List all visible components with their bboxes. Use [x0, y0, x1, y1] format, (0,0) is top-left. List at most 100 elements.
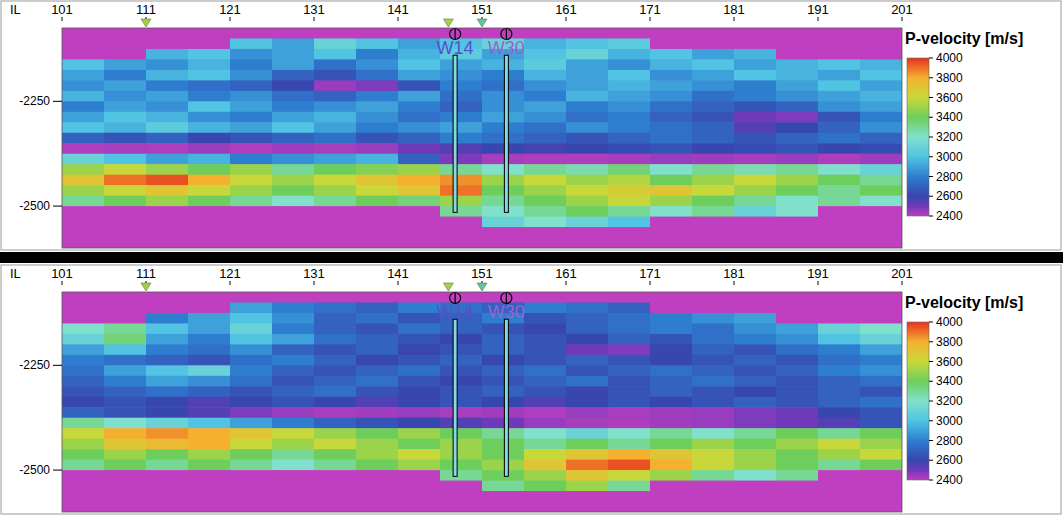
- cell: [608, 28, 651, 39]
- cell: [608, 418, 651, 429]
- cell: [188, 80, 231, 91]
- cell: [860, 59, 902, 70]
- cell: [482, 418, 525, 429]
- cell: [230, 122, 273, 133]
- cell: [272, 143, 315, 154]
- cell: [62, 91, 105, 102]
- cell: [104, 122, 147, 133]
- cell: [524, 133, 567, 144]
- cell: [272, 112, 315, 123]
- cell: [398, 185, 441, 196]
- cell: [734, 196, 777, 207]
- x-tick-label: 121: [219, 2, 241, 17]
- cell: [482, 428, 525, 439]
- cell: [650, 292, 693, 303]
- cell: [482, 217, 525, 228]
- x-tick: [398, 17, 399, 21]
- cell: [482, 175, 525, 186]
- cell: [398, 196, 441, 207]
- cell: [650, 112, 693, 123]
- colorbar-title: P-velocity [m/s]: [905, 30, 1023, 47]
- cell: [734, 91, 777, 102]
- cell: [566, 365, 609, 376]
- cell: [860, 428, 902, 439]
- cell: [356, 428, 399, 439]
- cell: [440, 185, 483, 196]
- cell: [398, 28, 441, 39]
- cell: [692, 460, 735, 471]
- cell: [314, 196, 357, 207]
- cell: [314, 397, 357, 408]
- cell: [776, 470, 819, 481]
- cell: [230, 292, 273, 303]
- cell: [566, 70, 609, 81]
- cell: [566, 175, 609, 186]
- cell: [776, 491, 819, 502]
- cell: [398, 38, 441, 49]
- cell: [398, 80, 441, 91]
- colorbar-tick-label: 2800: [936, 434, 963, 448]
- cell: [692, 376, 735, 387]
- cell: [734, 227, 777, 238]
- cell: [188, 481, 231, 492]
- cells: [62, 28, 902, 248]
- cell: [230, 38, 273, 49]
- cell: [440, 502, 483, 512]
- cell: [650, 49, 693, 60]
- cell: [230, 101, 273, 112]
- cell: [272, 439, 315, 450]
- cell: [650, 355, 693, 366]
- cell: [692, 491, 735, 502]
- cell: [608, 70, 651, 81]
- cell: [524, 344, 567, 355]
- cell: [398, 292, 441, 303]
- cell: [566, 428, 609, 439]
- cell: [650, 481, 693, 492]
- cell: [440, 217, 483, 228]
- cell: [272, 428, 315, 439]
- cell: [188, 91, 231, 102]
- x-tick: [230, 17, 231, 21]
- cell: [650, 59, 693, 70]
- cell: [314, 491, 357, 502]
- cell: [62, 376, 105, 387]
- cell: [398, 154, 441, 165]
- cell: [230, 80, 273, 91]
- cell: [440, 470, 483, 481]
- cell: [188, 206, 231, 217]
- cell: [608, 502, 651, 512]
- cell: [356, 481, 399, 492]
- x-tick: [902, 17, 903, 21]
- cell: [860, 418, 902, 429]
- cell: [524, 28, 567, 39]
- x-tick-label: 181: [723, 266, 745, 281]
- cell: [524, 122, 567, 133]
- cell: [650, 376, 693, 387]
- cells: [62, 292, 902, 512]
- cell: [356, 460, 399, 471]
- cell: [272, 70, 315, 81]
- cell: [104, 70, 147, 81]
- cell: [398, 302, 441, 313]
- cell: [650, 449, 693, 460]
- cell: [230, 185, 273, 196]
- cell: [314, 302, 357, 313]
- cell: [650, 334, 693, 345]
- cell: [146, 164, 189, 175]
- cell: [650, 418, 693, 429]
- x-axis-label: IL: [10, 2, 21, 17]
- cell: [104, 418, 147, 429]
- cell: [692, 154, 735, 165]
- cell: [104, 470, 147, 481]
- cell: [356, 217, 399, 228]
- cell: [398, 217, 441, 228]
- cell: [104, 491, 147, 502]
- cell: [860, 238, 902, 248]
- cell: [818, 376, 861, 387]
- cell: [650, 175, 693, 186]
- cell: [440, 238, 483, 248]
- colorbar-tick-label: 3400: [936, 110, 963, 124]
- cell: [314, 49, 357, 60]
- cell: [272, 133, 315, 144]
- cell: [62, 133, 105, 144]
